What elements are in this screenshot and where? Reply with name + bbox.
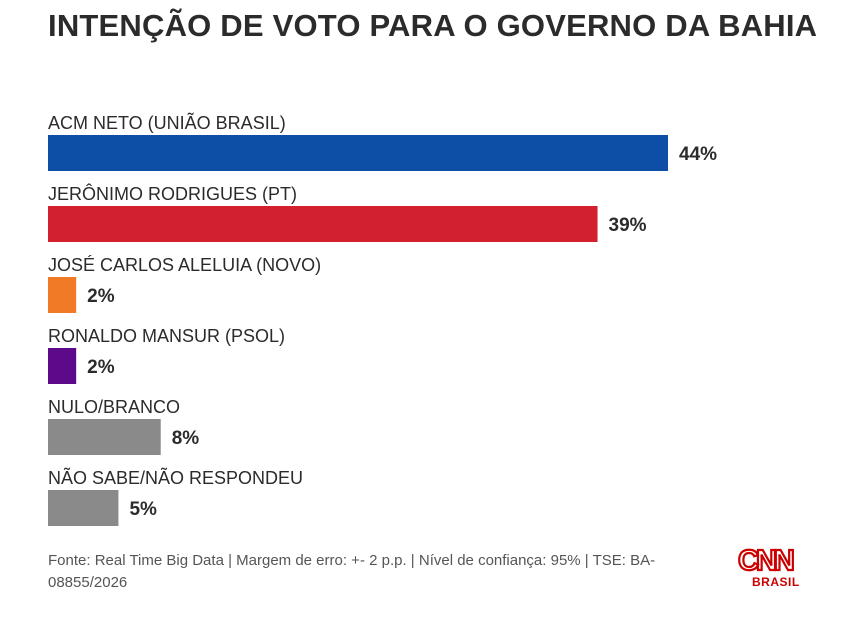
bar [48, 490, 119, 526]
bar [48, 135, 668, 171]
logo-wordmark: CNN [737, 545, 796, 577]
value-label: 44% [679, 144, 717, 165]
category-label: RONALDO MANSUR (PSOL) [48, 326, 285, 346]
category-label: JERÔNIMO RODRIGUES (PT) [48, 183, 297, 204]
bar [48, 419, 161, 455]
bar [48, 206, 598, 242]
category-label: JOSÉ CARLOS ALELUIA (NOVO) [48, 255, 321, 275]
value-label: 2% [87, 286, 115, 307]
value-label: 2% [87, 357, 115, 378]
value-label: 39% [609, 215, 647, 236]
bar [48, 277, 77, 313]
category-label: NULO/BRANCO [48, 397, 180, 417]
value-label: 8% [172, 428, 200, 449]
category-label: NÃO SABE/NÃO RESPONDEU [48, 467, 303, 488]
cnn-brasil-logo: CNN BRASIL [737, 545, 804, 594]
category-label: ACM NETO (UNIÃO BRASIL) [48, 112, 286, 133]
chart-title: INTENÇÃO DE VOTO PARA O GOVERNO DA BAHIA [48, 8, 818, 43]
bar-chart: ACM NETO (UNIÃO BRASIL) 44% JERÔNIMO RODRI… [48, 112, 717, 526]
value-label: 5% [129, 499, 157, 520]
logo-subtitle: BRASIL [752, 575, 800, 589]
bar [48, 348, 77, 384]
source-note: Fonte: Real Time Big Data | Margem de er… [48, 552, 656, 591]
